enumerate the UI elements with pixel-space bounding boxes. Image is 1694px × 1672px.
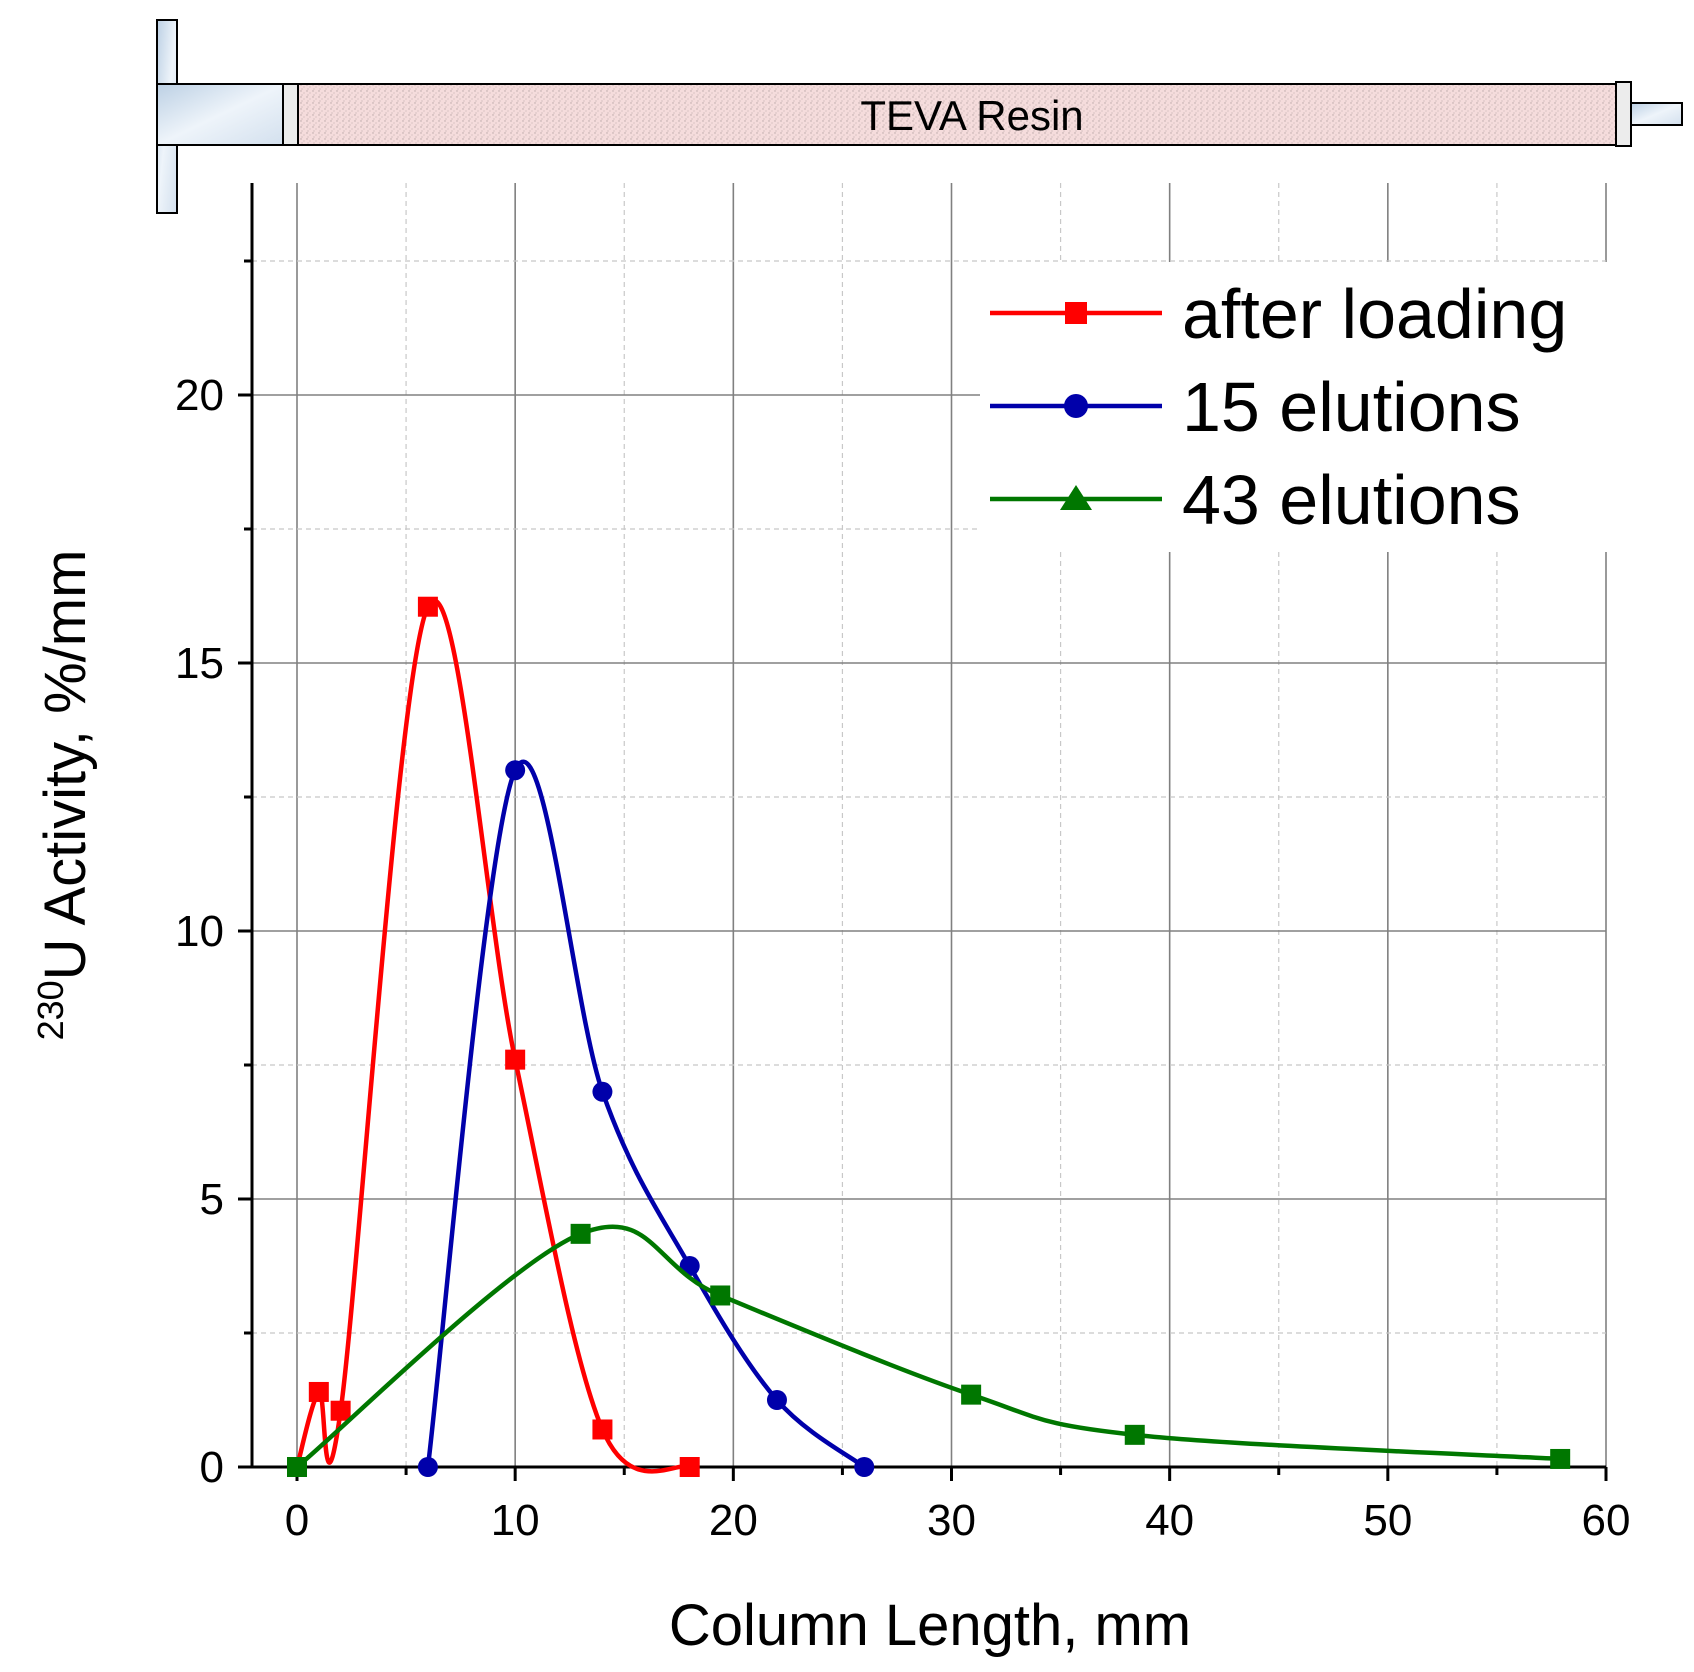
series-2 [287, 1223, 1571, 1477]
legend-label-15-elutions: 15 elutions [1182, 368, 1521, 446]
y-tick-label-5: 5 [200, 1175, 224, 1224]
series-2-point-1 [570, 1223, 591, 1244]
y-axis-title-superscript: 230 [30, 980, 71, 1040]
legend: after loading 15 elutions 43 elutions [980, 262, 1610, 552]
series-1-point-2 [592, 1081, 613, 1102]
series-1-point-5 [854, 1457, 875, 1477]
series-2-point-3 [961, 1384, 982, 1405]
series-2-point-0 [287, 1457, 307, 1477]
x-axis-title: Column Length, mm [669, 1593, 1191, 1658]
series-2-point-4 [1124, 1424, 1145, 1445]
x-tick-label-30: 30 [927, 1496, 976, 1545]
y-tick-label-10: 10 [175, 907, 224, 956]
series-0-point-4 [505, 1049, 526, 1070]
axes: 0 10 20 30 40 50 60 0 5 10 15 20 [175, 183, 1630, 1545]
series-line-2 [295, 1224, 1561, 1469]
legend-label-43-elutions: 43 elutions [1182, 461, 1521, 539]
series-0-point-3 [417, 596, 438, 617]
series-1-point-1 [505, 760, 526, 781]
series-2-point-5 [1550, 1448, 1571, 1469]
legend-marker-15-elutions [1064, 394, 1088, 418]
column-inlet-horizontal [156, 83, 285, 146]
series-layer [287, 596, 1571, 1477]
x-tick-label-20: 20 [709, 1496, 758, 1545]
series-1-point-4 [766, 1390, 787, 1410]
legend-marker-43-elutions [1060, 485, 1092, 510]
legend-entry-15-elutions: 15 elutions [990, 368, 1521, 446]
y-tick-label-15: 15 [175, 639, 224, 688]
x-tick-label-40: 40 [1145, 1496, 1194, 1545]
series-0-point-2 [330, 1400, 351, 1421]
x-tick-label-0: 0 [285, 1496, 309, 1545]
y-tick-label-0: 0 [200, 1443, 224, 1492]
column-label: TEVA Resin [860, 92, 1083, 139]
y-axis-title: 230U Activity, %/mm [30, 550, 98, 1041]
series-0-point-1 [308, 1381, 329, 1402]
legend-entry-after-loading: after loading [990, 275, 1567, 353]
series-0-point-5 [592, 1419, 613, 1440]
series-1 [417, 759, 875, 1477]
x-tick-label-50: 50 [1363, 1496, 1412, 1545]
column-frit-left [282, 83, 299, 146]
grid [252, 183, 1607, 1467]
x-tick-label-60: 60 [1582, 1496, 1631, 1545]
series-line-1 [425, 759, 866, 1469]
legend-marker-after-loading [1065, 302, 1087, 324]
column-frit-right [1615, 81, 1632, 147]
x-tick-label-10: 10 [491, 1496, 540, 1545]
legend-label-after-loading: after loading [1182, 275, 1567, 353]
y-tick-label-20: 20 [175, 371, 224, 420]
legend-entry-43-elutions: 43 elutions [990, 461, 1521, 539]
series-0-point-6 [679, 1457, 700, 1477]
series-1-point-0 [417, 1457, 438, 1477]
column-illustration: TEVA Resin [156, 19, 1683, 214]
series-2-point-2 [710, 1285, 731, 1306]
column-outlet [1630, 102, 1683, 126]
series-line-0 [294, 598, 691, 1474]
y-axis-title-text: U Activity, %/mm [33, 550, 98, 981]
series-0 [287, 596, 700, 1477]
column-resin-bed [297, 83, 1617, 146]
